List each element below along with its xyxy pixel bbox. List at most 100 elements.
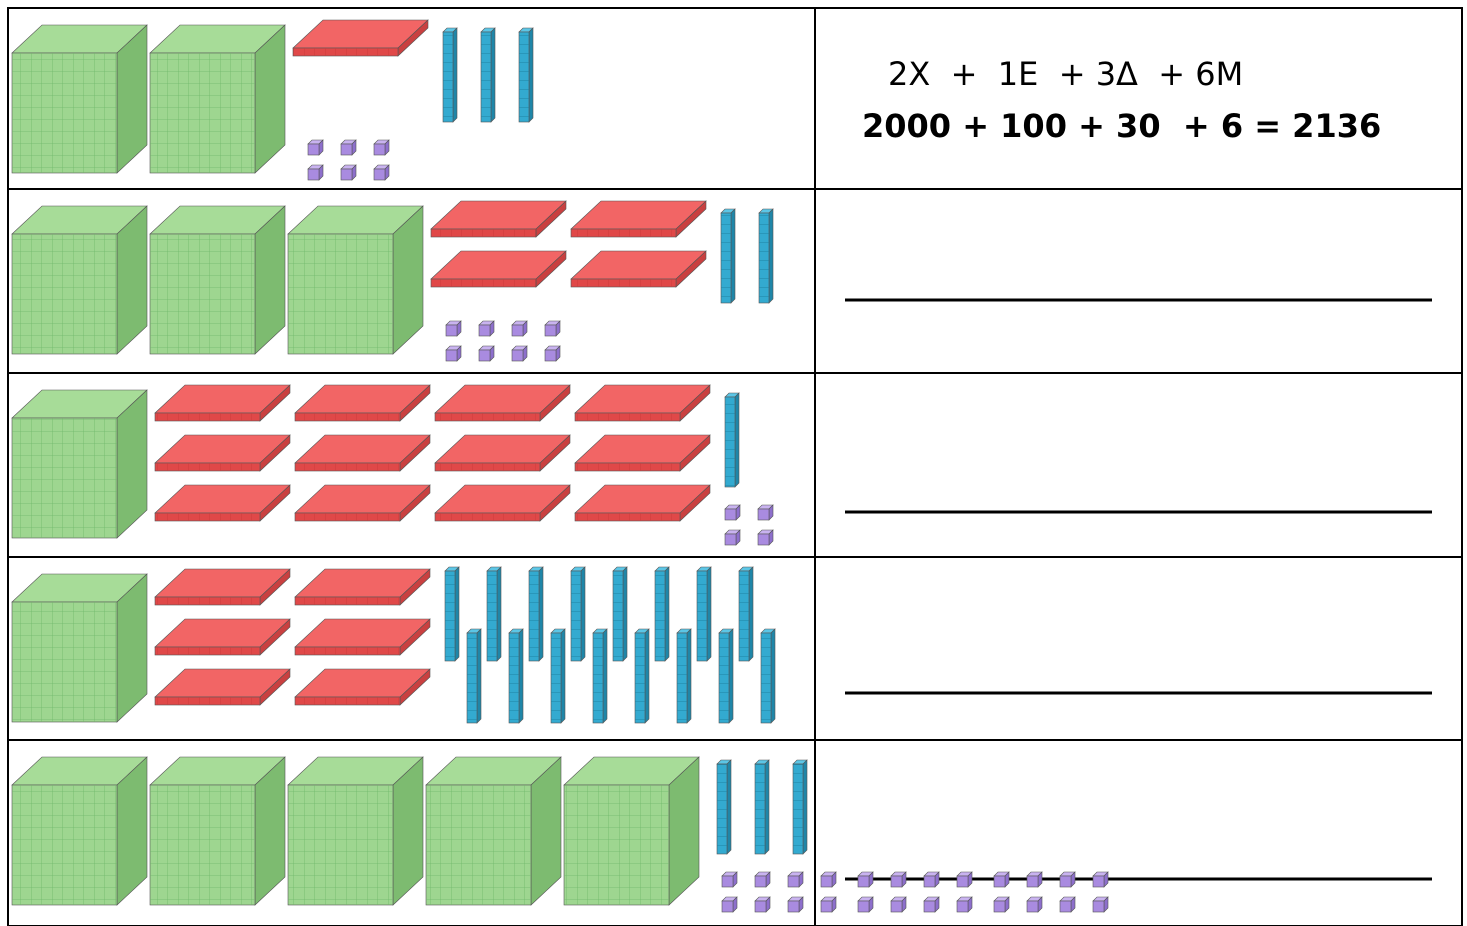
thousand-cube xyxy=(149,24,286,174)
hundred-flat xyxy=(154,568,291,606)
one-unit xyxy=(1059,896,1076,913)
ten-rod xyxy=(480,27,496,123)
one-unit xyxy=(373,139,390,156)
one-unit xyxy=(1092,896,1109,913)
hundred-flat xyxy=(294,618,431,656)
one-unit xyxy=(890,896,907,913)
one-unit xyxy=(820,896,837,913)
one-unit xyxy=(1026,871,1043,888)
one-unit xyxy=(956,896,973,913)
one-unit xyxy=(511,345,528,362)
hundred-flat xyxy=(434,484,571,522)
thousand-cube xyxy=(11,389,148,539)
hundred-flat xyxy=(294,568,431,606)
one-unit xyxy=(307,139,324,156)
one-unit xyxy=(923,896,940,913)
one-unit xyxy=(340,139,357,156)
hundred-flat xyxy=(292,19,429,57)
one-unit xyxy=(721,896,738,913)
one-unit xyxy=(544,320,561,337)
ten-rod xyxy=(634,628,650,724)
hundred-flat xyxy=(570,250,707,288)
one-unit xyxy=(373,164,390,181)
one-unit xyxy=(956,871,973,888)
one-unit xyxy=(478,320,495,337)
one-unit xyxy=(890,871,907,888)
one-unit xyxy=(1026,896,1043,913)
ten-rod xyxy=(760,628,776,724)
ten-rod xyxy=(676,628,692,724)
hundred-flat xyxy=(294,668,431,706)
thousand-cube xyxy=(149,205,286,355)
table-grid xyxy=(7,7,1463,926)
hundred-flat xyxy=(574,484,711,522)
one-unit xyxy=(721,871,738,888)
blocks xyxy=(11,19,1109,913)
ten-rod xyxy=(518,27,534,123)
one-unit xyxy=(1092,871,1109,888)
one-unit xyxy=(754,896,771,913)
one-unit xyxy=(445,320,462,337)
hundred-flat xyxy=(154,434,291,472)
example-line2: 2000 + 100 + 30 + 6 = 2136 xyxy=(862,107,1381,145)
one-unit xyxy=(754,871,771,888)
ten-rod xyxy=(654,566,670,662)
one-unit xyxy=(544,345,561,362)
example-line1: 2X + 1E + 3Δ + 6M xyxy=(888,55,1243,93)
hundred-flat xyxy=(574,434,711,472)
one-unit xyxy=(993,871,1010,888)
ten-rod xyxy=(792,759,808,855)
ten-rod xyxy=(738,566,754,662)
ten-rod xyxy=(720,208,736,304)
hundred-flat xyxy=(154,384,291,422)
hundred-flat xyxy=(154,668,291,706)
ten-rod xyxy=(754,759,770,855)
one-unit xyxy=(820,871,837,888)
thousand-cube xyxy=(563,756,700,906)
thousand-cube xyxy=(11,24,148,174)
hundred-flat xyxy=(434,384,571,422)
ten-rod xyxy=(508,628,524,724)
one-unit xyxy=(724,504,741,521)
ten-rod xyxy=(570,566,586,662)
hundred-flat xyxy=(154,484,291,522)
one-unit xyxy=(787,896,804,913)
one-unit xyxy=(511,320,528,337)
ten-rod xyxy=(696,566,712,662)
one-unit xyxy=(340,164,357,181)
ten-rod xyxy=(444,566,460,662)
hundred-flat xyxy=(430,200,567,238)
thousand-cube xyxy=(149,756,286,906)
thousand-cube xyxy=(11,205,148,355)
ten-rod xyxy=(718,628,734,724)
ten-rod xyxy=(528,566,544,662)
hundred-flat xyxy=(294,484,431,522)
ten-rod xyxy=(466,628,482,724)
one-unit xyxy=(787,871,804,888)
thousand-cube xyxy=(287,205,424,355)
one-unit xyxy=(724,529,741,546)
ten-rod xyxy=(724,392,740,488)
hundred-flat xyxy=(430,250,567,288)
ten-rod xyxy=(758,208,774,304)
ten-rod xyxy=(716,759,732,855)
one-unit xyxy=(993,896,1010,913)
ten-rod xyxy=(550,628,566,724)
answer-lines xyxy=(845,298,1432,881)
ten-rod xyxy=(612,566,628,662)
hundred-flat xyxy=(154,618,291,656)
thousand-cube xyxy=(11,573,148,723)
one-unit xyxy=(1059,871,1076,888)
hundred-flat xyxy=(574,384,711,422)
hundred-flat xyxy=(294,434,431,472)
one-unit xyxy=(857,871,874,888)
one-unit xyxy=(757,529,774,546)
one-unit xyxy=(445,345,462,362)
hundred-flat xyxy=(570,200,707,238)
one-unit xyxy=(757,504,774,521)
ten-rod xyxy=(486,566,502,662)
hundred-flat xyxy=(434,434,571,472)
thousand-cube xyxy=(11,756,148,906)
ten-rod xyxy=(442,27,458,123)
